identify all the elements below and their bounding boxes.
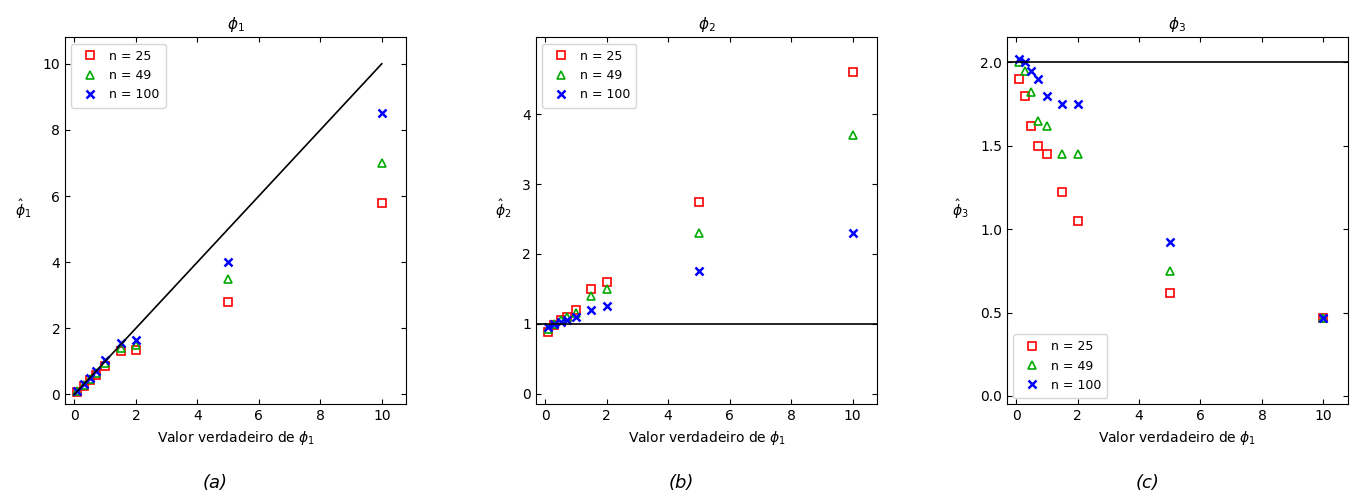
Text: (c): (c) [1135, 474, 1160, 492]
Legend: n = 25, n = 49, n = 100: n = 25, n = 49, n = 100 [542, 43, 637, 107]
Text: (a): (a) [203, 474, 228, 492]
X-axis label: Valor verdadeiro de $\phi_1$: Valor verdadeiro de $\phi_1$ [627, 429, 785, 447]
Legend: n = 25, n = 49, n = 100: n = 25, n = 49, n = 100 [71, 43, 165, 107]
Title: $\phi_1$: $\phi_1$ [226, 15, 245, 34]
Title: $\phi_3$: $\phi_3$ [1168, 15, 1186, 34]
Text: (b): (b) [669, 474, 694, 492]
Y-axis label: $\hat{\phi}_1$: $\hat{\phi}_1$ [15, 198, 31, 221]
X-axis label: Valor verdadeiro de $\phi_1$: Valor verdadeiro de $\phi_1$ [157, 429, 315, 447]
Y-axis label: $\hat{\phi}_3$: $\hat{\phi}_3$ [953, 198, 969, 221]
Title: $\phi_2$: $\phi_2$ [698, 15, 716, 34]
Y-axis label: $\hat{\phi}_2$: $\hat{\phi}_2$ [495, 198, 511, 221]
Legend: n = 25, n = 49, n = 100: n = 25, n = 49, n = 100 [1013, 334, 1107, 398]
X-axis label: Valor verdadeiro de $\phi_1$: Valor verdadeiro de $\phi_1$ [1099, 429, 1257, 447]
